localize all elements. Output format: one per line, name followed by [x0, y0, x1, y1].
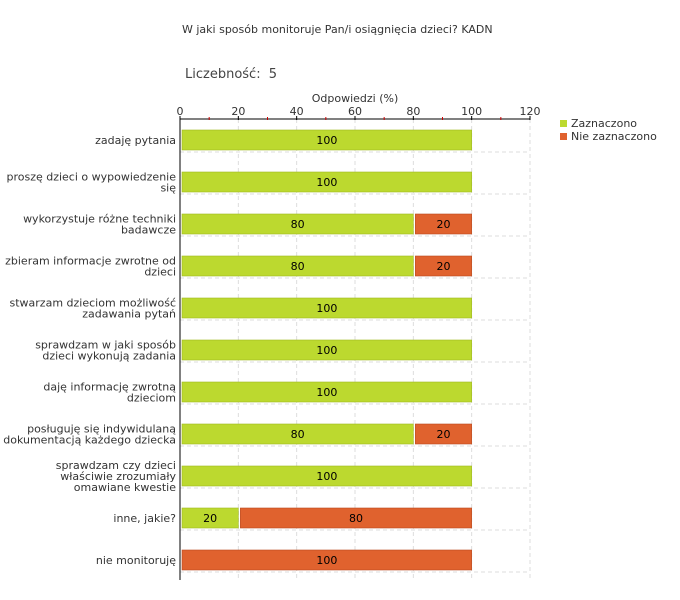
- bar-value-label: 100: [316, 554, 337, 567]
- category-label: zbieram informacje zwrotne od dzieci: [5, 255, 176, 279]
- legend-label-zaznaczono: Zaznaczono: [571, 117, 638, 130]
- bar-value-label: 100: [316, 302, 337, 315]
- bar-value-label: 100: [316, 386, 337, 399]
- x-tick-label: 80: [406, 105, 420, 118]
- bar-nie-zaznaczono: [240, 507, 472, 529]
- bar-value-label: 20: [437, 218, 451, 231]
- bar-zaznaczono: [181, 465, 472, 487]
- category-label: sprawdzam czy dzieci właściwie zrozumiały…: [56, 459, 177, 494]
- sample-size-value: 5: [268, 67, 277, 82]
- legend-swatch-zaznaczono: [560, 120, 567, 127]
- category-label: inne, jakie?: [113, 512, 176, 525]
- category-label: wykorzystuje różne techniki badawcze: [23, 213, 176, 237]
- bar-value-label: 80: [291, 428, 305, 441]
- bar-value-label: 100: [316, 176, 337, 189]
- category-label: stwarzam dzieciom możliwość zadawania pyt…: [10, 297, 177, 321]
- legend-item-zaznaczono: Zaznaczono: [560, 117, 657, 130]
- category-label: proszę dzieci o wypowiedzenie się: [6, 171, 176, 195]
- bar-value-label: 80: [291, 218, 305, 231]
- x-tick-label: 60: [348, 105, 362, 118]
- bar-zaznaczono: [181, 297, 472, 319]
- bar-value-label: 100: [316, 134, 337, 147]
- bar-nie-zaznaczono: [415, 255, 472, 277]
- bar-zaznaczono: [181, 129, 472, 151]
- category-label: nie monitoruję: [96, 554, 176, 567]
- sample-size-label: Liczebność:: [185, 67, 261, 82]
- x-tick-label: 20: [231, 105, 245, 118]
- legend-swatch-nie-zaznaczono: [560, 133, 567, 140]
- category-label: sprawdzam w jaki sposób dzieci wykonują z…: [35, 339, 176, 363]
- x-tick-label: 40: [290, 105, 304, 118]
- bar-value-label: 100: [316, 470, 337, 483]
- x-tick-label: 120: [520, 105, 541, 118]
- sample-size: Liczebność: 5: [181, 67, 277, 82]
- bar-zaznaczono: [181, 339, 472, 361]
- category-label: posługuję się indywidulaną dokumentacją k…: [3, 423, 176, 447]
- bar-zaznaczono: [181, 423, 414, 445]
- bar-zaznaczono: [181, 171, 472, 193]
- chart-title: W jaki sposób monitoruje Pan/i osiągnięc…: [182, 23, 493, 36]
- bar-nie-zaznaczono: [181, 549, 472, 571]
- x-axis-label: Odpowiedzi (%): [312, 92, 399, 105]
- bar-value-label: 100: [316, 344, 337, 357]
- x-tick-label: 100: [461, 105, 482, 118]
- legend-item-nie-zaznaczono: Nie zaznaczono: [560, 130, 657, 143]
- bar-zaznaczono: [181, 255, 414, 277]
- bar-value-label: 20: [437, 428, 451, 441]
- x-tick-label: 0: [177, 105, 184, 118]
- bar-nie-zaznaczono: [415, 423, 472, 445]
- category-label: zadaję pytania: [95, 134, 176, 147]
- bar-zaznaczono: [181, 213, 414, 235]
- bar-value-label: 20: [203, 512, 217, 525]
- legend-label-nie-zaznaczono: Nie zaznaczono: [571, 130, 657, 143]
- bar-value-label: 20: [437, 260, 451, 273]
- bar-nie-zaznaczono: [415, 213, 472, 235]
- bar-value-label: 80: [291, 260, 305, 273]
- bar-value-label: 80: [349, 512, 363, 525]
- bar-zaznaczono: [181, 381, 472, 403]
- legend: Zaznaczono Nie zaznaczono: [560, 117, 657, 143]
- category-label: daję informację zwrotną dzieciom: [43, 381, 176, 405]
- bar-zaznaczono: [181, 507, 239, 529]
